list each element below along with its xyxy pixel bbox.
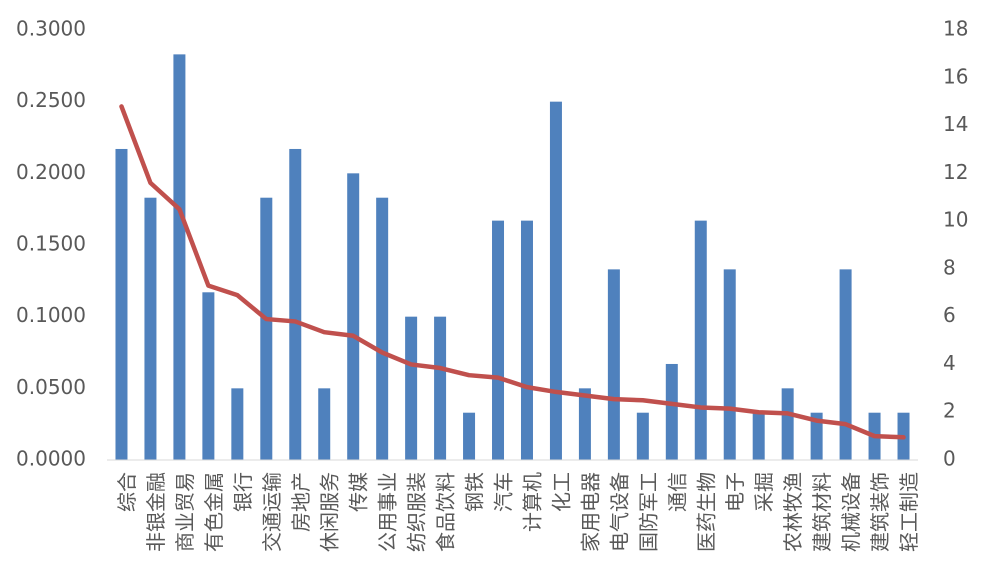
- x-tick-label: 银行: [231, 472, 255, 512]
- x-tick-label: 房地产: [289, 472, 313, 532]
- bar: [810, 412, 823, 460]
- x-tick-label: 电子: [723, 472, 747, 512]
- bar: [578, 388, 591, 460]
- x-tick-label: 采掘: [752, 472, 776, 512]
- bar: [202, 292, 215, 460]
- x-tick-label: 交通运输: [260, 472, 284, 552]
- x-tick-label: 钢铁: [463, 472, 487, 512]
- bar: [260, 197, 273, 460]
- x-tick-label: 汽车: [492, 472, 516, 512]
- y2-tick-label: 10: [943, 208, 968, 232]
- y2-tick-label: 6: [943, 303, 956, 327]
- x-tick-label: 家用电器: [578, 472, 602, 552]
- y-tick-label: 0.1500: [16, 232, 86, 256]
- y2-tick-label: 14: [943, 112, 968, 136]
- x-tick-label: 纺织服装: [405, 472, 429, 552]
- bar: [549, 101, 562, 461]
- y-tick-label: 0.0500: [16, 375, 86, 399]
- bar: [723, 269, 736, 460]
- x-tick-label: 建筑装饰: [868, 472, 892, 552]
- x-tick-label: 轻工制造: [897, 472, 921, 552]
- line: [119, 104, 906, 440]
- x-tick-label: 综合: [115, 472, 139, 512]
- x-tick-label: 传媒: [347, 472, 371, 512]
- x-tick-label: 非银金融: [144, 472, 168, 552]
- x-tick-label: 机械设备: [839, 472, 863, 552]
- bar: [318, 388, 331, 460]
- y2-tick-label: 4: [943, 351, 956, 375]
- x-tick-label: 休闲服务: [318, 472, 342, 552]
- x-tick-label: 食品饮料: [434, 472, 458, 552]
- x-tick-label: 国防军工: [636, 472, 660, 552]
- bar: [520, 220, 533, 460]
- x-tick-label: 商业贸易: [173, 472, 197, 552]
- bar: [752, 412, 765, 460]
- x-tick-label: 公用事业: [376, 472, 400, 552]
- bar: [231, 388, 244, 460]
- y-tick-label: 0.2500: [16, 88, 86, 112]
- y-tick-label: 0.3000: [16, 17, 86, 41]
- bar: [289, 148, 302, 460]
- bar: [492, 220, 505, 460]
- y2-tick-label: 8: [943, 255, 956, 279]
- x-tick-label: 医药生物: [694, 472, 718, 552]
- bar: [607, 269, 620, 460]
- bar: [694, 220, 707, 460]
- y2-tick-label: 18: [943, 17, 968, 41]
- bar: [665, 363, 678, 460]
- bar: [376, 197, 389, 460]
- y-tick-label: 0.2000: [16, 160, 86, 184]
- bar: [173, 54, 186, 460]
- x-tick-label: 通信: [665, 472, 689, 512]
- y2-tick-label: 0: [943, 447, 956, 471]
- y-tick-label: 0.1000: [16, 303, 86, 327]
- x-tick-label: 计算机: [520, 472, 544, 532]
- y2-tick-label: 2: [943, 399, 956, 423]
- bar: [636, 412, 649, 460]
- y-tick-label: 0.0000: [16, 447, 86, 471]
- bar: [405, 316, 418, 460]
- x-tick-label: 有色金属: [202, 472, 226, 552]
- bar: [839, 269, 852, 460]
- bar: [463, 412, 476, 460]
- bar: [781, 388, 794, 460]
- x-tick-label: 电气设备: [607, 472, 631, 552]
- y2-tick-label: 16: [943, 64, 968, 88]
- x-tick-label: 化工: [549, 472, 573, 512]
- bar: [434, 316, 447, 460]
- bar: [144, 197, 157, 460]
- x-tick-label: 农林牧渔: [781, 472, 805, 552]
- x-tick-label: 建筑材料: [810, 472, 834, 552]
- bar: [115, 148, 128, 460]
- y2-tick-label: 12: [943, 160, 968, 184]
- bar: [347, 173, 360, 461]
